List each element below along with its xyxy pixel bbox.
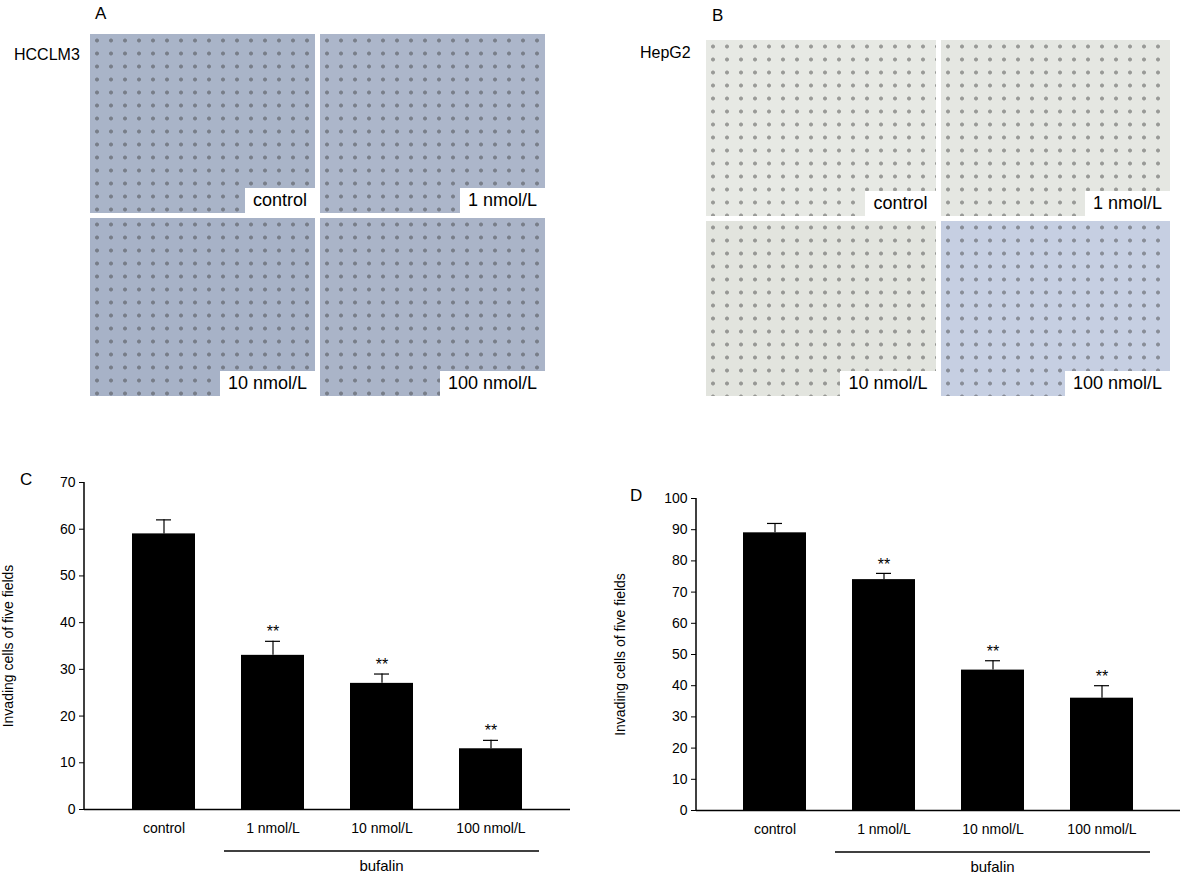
html-text:1 nmol/L: 1 nmol/L: [468, 189, 537, 210]
svg-text:20: 20: [60, 708, 76, 724]
svg-text:**: **: [1096, 668, 1108, 685]
html-text:1 nmol/L: 1 nmol/L: [1093, 192, 1162, 213]
svg-text:50: 50: [672, 646, 688, 662]
html-text:100 nmol/L: 100 nmol/L: [1072, 373, 1162, 393]
svg-text:100 nmol/L: 100 nmol/L: [1067, 821, 1136, 837]
svg-text:20: 20: [672, 740, 688, 756]
html-text:control: control: [873, 192, 928, 213]
svg-text:Invading cells of five fields: Invading cells of five fields: [0, 565, 16, 728]
svg-text:60: 60: [60, 521, 76, 537]
html-text:control: control: [253, 189, 307, 210]
svg-text:70: 70: [672, 584, 688, 600]
svg-text:10 nmol/L: 10 nmol/L: [962, 821, 1024, 837]
html-text:10 nmol/L: 10 nmol/L: [227, 373, 307, 393]
svg-text:10 nmol/L: 10 nmol/L: [351, 820, 413, 836]
svg-text:30: 30: [672, 708, 688, 724]
svg-text:bufalin: bufalin: [970, 858, 1014, 875]
html-text:10 nmol/L: 10 nmol/L: [848, 373, 928, 393]
svg-text:10: 10: [60, 754, 76, 770]
svg-text:bufalin: bufalin: [359, 857, 403, 874]
svg-text:**: **: [376, 656, 388, 673]
svg-text:100 nmol/L: 100 nmol/L: [456, 820, 525, 836]
svg-text:80: 80: [672, 552, 688, 568]
html-text:C: C: [20, 470, 33, 489]
svg-text:10: 10: [672, 771, 688, 787]
svg-text:60: 60: [672, 615, 688, 631]
svg-text:30: 30: [60, 661, 76, 677]
html-text:D: D: [630, 486, 643, 505]
svg-text:**: **: [987, 643, 999, 660]
svg-text:0: 0: [68, 801, 76, 817]
svg-text:50: 50: [60, 567, 76, 583]
svg-text:control: control: [143, 820, 185, 836]
html-text:HCCLM3: HCCLM3: [14, 46, 80, 63]
svg-text:100: 100: [664, 490, 688, 506]
svg-text:40: 40: [672, 677, 688, 693]
svg-text:0: 0: [680, 802, 688, 818]
svg-text:Invading cells of five fields: Invading cells of five fields: [612, 573, 628, 736]
svg-text:1 nmol/L: 1 nmol/L: [246, 820, 300, 836]
svg-text:control: control: [754, 821, 796, 837]
html-text:B: B: [712, 6, 724, 25]
html-text:HepG2: HepG2: [640, 44, 691, 61]
svg-text:**: **: [878, 556, 890, 573]
svg-text:70: 70: [60, 474, 76, 490]
svg-text:**: **: [267, 623, 279, 640]
svg-text:**: **: [485, 722, 497, 739]
html-text:A: A: [95, 4, 107, 23]
html-text:100 nmol/L: 100 nmol/L: [447, 373, 537, 393]
svg-text:40: 40: [60, 614, 76, 630]
svg-text:90: 90: [672, 521, 688, 537]
svg-text:1 nmol/L: 1 nmol/L: [857, 821, 911, 837]
